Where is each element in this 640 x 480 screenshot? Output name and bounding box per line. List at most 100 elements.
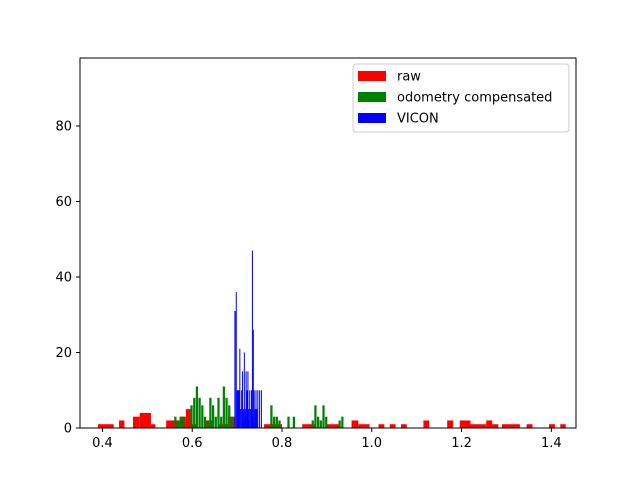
histogram-bar [234, 310, 236, 428]
histogram-bar [209, 397, 212, 428]
axes-frame [79, 57, 577, 429]
histogram-bar [198, 397, 201, 428]
histogram-bar [400, 424, 407, 428]
histogram-bar [492, 424, 499, 428]
histogram-bar [560, 424, 566, 428]
legend-swatch [358, 92, 386, 102]
histogram-bar [447, 420, 454, 428]
histogram-bar [225, 397, 228, 428]
histogram-bar [378, 424, 385, 428]
histogram-bar [220, 416, 223, 428]
histogram-bar [325, 416, 328, 428]
histogram-bar [351, 420, 359, 428]
histogram-bar [275, 416, 278, 428]
histogram-bar [119, 420, 125, 428]
histogram-bar [253, 390, 255, 428]
histogram-bar [236, 390, 238, 428]
histogram-bar [270, 405, 273, 428]
y-tick-label: 40 [55, 270, 72, 285]
y-tick-label: 20 [55, 346, 72, 361]
histogram-bar [242, 409, 244, 428]
histogram-bar [251, 250, 253, 428]
histogram-bar [206, 420, 209, 428]
histogram-bar [423, 420, 430, 428]
y-tick-label: 60 [55, 195, 72, 210]
histogram-bar [260, 390, 262, 428]
legend: raw odometry compensated VICON [352, 63, 570, 133]
histogram-bar [185, 409, 192, 428]
histogram-bar [201, 405, 204, 428]
histogram-bar [203, 416, 207, 428]
histogram-bar [486, 420, 493, 428]
x-axis-ticks: 0.4 0.6 0.8 1.0 1.2 1.4 [92, 428, 562, 451]
x-tick-label: 0.8 [272, 436, 293, 451]
histogram-bar [243, 352, 245, 428]
histogram-bar [166, 420, 180, 428]
histogram-bar [150, 424, 156, 428]
histogram-bar [176, 420, 180, 428]
x-tick-label: 0.6 [182, 436, 203, 451]
histogram-bar [97, 424, 114, 428]
histogram-bar [239, 348, 241, 428]
histogram-bar [245, 371, 247, 428]
histogram-bar [252, 329, 254, 428]
legend-swatch [358, 71, 386, 81]
histogram-bar [254, 409, 256, 428]
legend-label: VICON [397, 112, 439, 127]
histogram-bar [237, 390, 239, 428]
histogram-bar [287, 416, 290, 428]
y-axis-ticks: 0 20 40 60 80 [55, 119, 80, 437]
histogram-bar [264, 424, 282, 428]
histogram-bar [256, 409, 258, 428]
legend-swatch [358, 113, 386, 123]
legend-label: odometry compensated [397, 91, 552, 106]
histogram-bar [182, 416, 185, 428]
histogram-bar [317, 416, 320, 428]
histogram-bar [526, 424, 533, 428]
histogram-bar [302, 424, 316, 428]
histogram-bar [190, 405, 193, 428]
histogram-bar [211, 405, 215, 428]
histogram-bar [217, 397, 220, 428]
x-tick-label: 1.2 [451, 436, 472, 451]
histogram-bar [470, 424, 487, 428]
histogram-bar [246, 390, 248, 428]
histogram-bar [195, 386, 199, 428]
histogram-bar [179, 416, 182, 428]
histogram-bar [238, 390, 240, 428]
series-3-bars [234, 250, 262, 428]
histogram-bar [259, 390, 261, 428]
histogram-bar [278, 420, 281, 428]
histogram-bar [319, 420, 322, 428]
histogram-bar [247, 371, 249, 428]
histogram-bar [326, 424, 341, 428]
bars-layer [97, 250, 566, 428]
legend-label: raw [397, 70, 421, 85]
y-tick-label: 80 [55, 119, 72, 134]
histogram-bar [501, 424, 520, 428]
histogram-bar [389, 424, 396, 428]
histogram-bar [251, 390, 253, 428]
histogram-bar [240, 409, 242, 428]
y-tick-label: 0 [64, 422, 72, 437]
histogram-bar [358, 424, 370, 428]
histogram-bar [222, 386, 225, 428]
histogram-bar [322, 405, 325, 428]
histogram-bar [241, 390, 243, 428]
histogram-bar [248, 409, 250, 428]
histogram-bar [139, 412, 151, 428]
x-tick-label: 1.4 [541, 436, 562, 451]
histogram-bar [292, 416, 296, 428]
legend-box [352, 63, 570, 133]
histogram-bar [230, 416, 234, 428]
histogram-bar [228, 405, 231, 428]
histogram-bar [249, 390, 251, 428]
histogram-bar [193, 397, 196, 428]
histogram-bar [214, 416, 217, 428]
histogram-bar [250, 409, 252, 428]
histogram-bar [341, 416, 344, 428]
histogram-bar [235, 292, 237, 428]
histogram-bar [338, 420, 341, 428]
histogram-bar [311, 420, 314, 428]
